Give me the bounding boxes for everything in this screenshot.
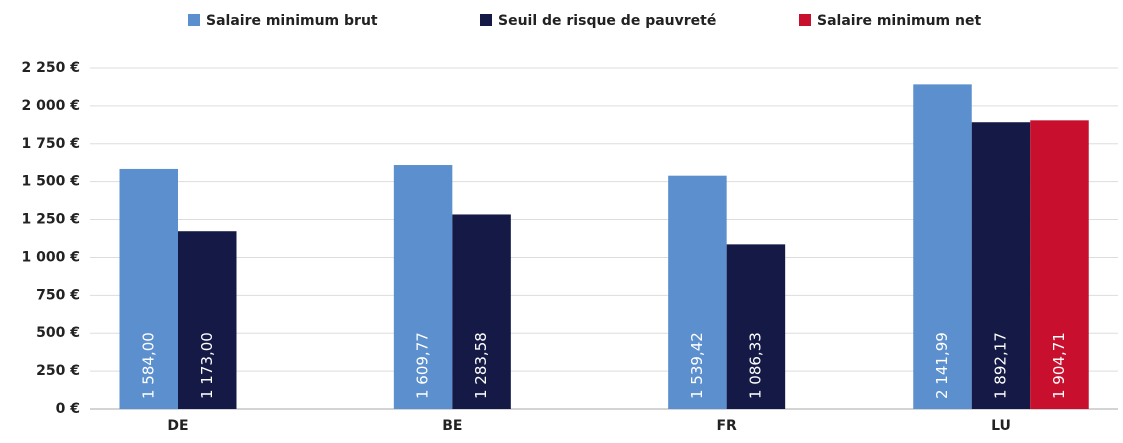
bar [1030, 120, 1089, 409]
bar [393, 165, 453, 409]
bar [668, 175, 727, 409]
value-label: 1 609,77 [414, 332, 432, 399]
value-label: 1 584,00 [139, 332, 157, 399]
y-tick-label: 750 € [36, 287, 80, 303]
y-tick-label: 2 250 € [22, 60, 80, 76]
value-label: 1 086,33 [746, 332, 764, 399]
bar [971, 122, 1031, 409]
legend-label: Salaire minimum net [817, 13, 981, 29]
bar [178, 231, 237, 409]
legend-swatch [480, 14, 492, 26]
value-label: 1 904,71 [1050, 332, 1068, 399]
value-label: 1 283,58 [472, 332, 490, 399]
value-label: 1 173,00 [198, 332, 216, 399]
value-label: 2 141,99 [933, 332, 951, 399]
x-tick-label: LU [991, 418, 1011, 434]
y-tick-label: 1 000 € [22, 249, 80, 265]
x-tick-label: FR [716, 418, 737, 434]
bar [119, 168, 178, 409]
legend-label: Seuil de risque de pauvreté [498, 13, 716, 29]
value-label: 1 892,17 [992, 332, 1010, 399]
bar [913, 84, 972, 410]
legend-label: Salaire minimum brut [206, 13, 378, 29]
value-label: 1 539,42 [688, 332, 706, 399]
y-tick-label: 1 750 € [22, 136, 80, 152]
y-tick-label: 0 € [56, 401, 80, 417]
x-tick-label: BE [442, 418, 462, 434]
bar [452, 214, 511, 409]
y-tick-label: 250 € [36, 363, 80, 379]
legend-swatch [799, 14, 811, 26]
bar [726, 244, 786, 409]
y-tick-label: 1 500 € [22, 174, 80, 190]
y-tick-label: 1 250 € [22, 212, 80, 228]
y-tick-label: 500 € [36, 325, 80, 341]
legend-swatch [188, 14, 200, 26]
y-tick-label: 2 000 € [22, 98, 80, 114]
x-tick-label: DE [167, 418, 188, 434]
